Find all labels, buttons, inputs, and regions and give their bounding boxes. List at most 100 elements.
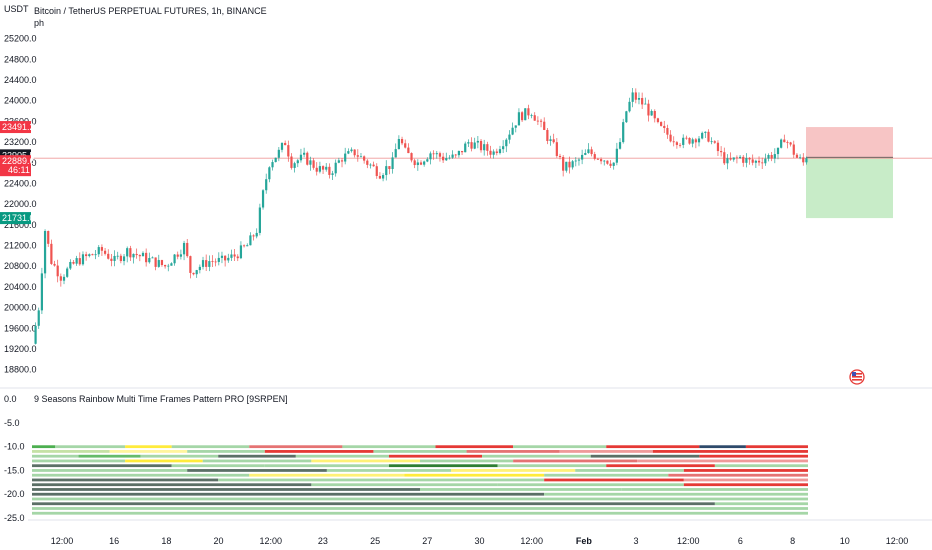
candle-body	[47, 230, 50, 244]
candle-body	[407, 147, 410, 154]
candle-body	[625, 111, 628, 123]
candle-body	[192, 272, 195, 275]
candle-body	[359, 156, 363, 158]
candle-body	[344, 153, 347, 162]
candle-body	[498, 149, 502, 154]
candle-body	[107, 253, 110, 259]
candle-body	[198, 266, 201, 271]
candle-body	[397, 139, 400, 150]
candle-body	[340, 160, 344, 162]
candle-body	[91, 254, 94, 256]
candle-body	[603, 160, 606, 162]
position-tool[interactable]	[32, 127, 932, 219]
candle-body	[328, 166, 331, 175]
price-tick-label: 18800.0	[4, 365, 37, 375]
candle-body	[404, 143, 407, 148]
target-price-tag: 21731.0	[2, 213, 35, 223]
candle-body	[701, 132, 704, 139]
candle-body	[789, 142, 792, 145]
candle-body	[675, 142, 678, 145]
candle-body	[378, 175, 382, 179]
candle-body	[622, 122, 625, 143]
oscillator-axis[interactable]: 0.0 -5.0 -10.0 -15.0 -20.0 -25.0	[4, 394, 25, 523]
stop-loss-zone[interactable]	[806, 127, 893, 158]
heatmap-segment	[32, 459, 126, 463]
heatmap-segment	[683, 469, 808, 472]
candle-body	[69, 261, 72, 269]
heatmap-segment	[249, 473, 405, 477]
candle-body	[476, 140, 479, 143]
candle-body	[88, 254, 91, 257]
heatmap-segment	[311, 459, 420, 463]
heatmap-segment	[513, 445, 607, 449]
heatmap-segment	[32, 483, 312, 487]
candle-body	[416, 162, 419, 166]
candle-body	[280, 142, 284, 150]
candle-body	[400, 139, 404, 144]
candle-body	[457, 150, 461, 156]
candle-body	[729, 158, 732, 160]
candle-body	[334, 162, 337, 174]
heatmap-segment	[202, 459, 312, 463]
candle-body	[224, 255, 227, 261]
time-tick-label: 6	[738, 536, 743, 546]
candle-body	[85, 254, 88, 257]
candle-body	[795, 154, 799, 158]
us-flag-icon[interactable]	[849, 369, 865, 385]
candle-body	[274, 157, 277, 163]
candle-body	[628, 101, 631, 112]
candle-body	[132, 253, 135, 258]
candle-body	[767, 155, 770, 159]
heatmap-segment	[171, 445, 250, 449]
price-tick-label: 21600.0	[4, 220, 37, 230]
candle-body	[126, 248, 129, 257]
stop-price-tag: 23491.2	[2, 122, 35, 132]
time-tick-label: 3	[634, 536, 639, 546]
candle-body	[618, 142, 622, 149]
candle-body	[110, 258, 113, 261]
time-tick-label: 12:00	[886, 536, 909, 546]
candle-body	[555, 142, 558, 156]
price-axis-unit: USDT	[4, 4, 29, 14]
candle-body	[154, 257, 157, 267]
price-axis[interactable]: 25200.024800.024400.024000.023600.023200…	[4, 34, 37, 375]
candle-body	[751, 159, 754, 163]
candle-body	[113, 255, 116, 261]
take-profit-zone[interactable]	[806, 157, 893, 219]
candles	[34, 88, 808, 345]
candle-body	[546, 129, 549, 141]
candle-body	[287, 145, 290, 157]
oscillator-tick-label: -25.0	[4, 513, 25, 523]
candle-body	[520, 112, 524, 121]
candle-body	[239, 245, 243, 259]
candle-body	[773, 154, 776, 159]
candle-body	[656, 118, 660, 123]
heatmap-segment	[482, 454, 591, 458]
candle-body	[429, 153, 432, 160]
candle-body	[182, 242, 186, 255]
candle-body	[732, 157, 735, 160]
candle-body	[483, 144, 486, 151]
time-axis[interactable]: 12:00 16 18 20 12:00 23 25 27 30 12:00 Feb 3 12:00 6 8…	[51, 536, 909, 546]
candle-body	[268, 167, 271, 180]
heatmap-segment	[590, 454, 700, 458]
candle-body	[454, 154, 457, 156]
candle-body	[426, 159, 429, 162]
candle-body	[502, 146, 505, 150]
heatmap-segment	[420, 488, 622, 491]
candle-body	[754, 160, 757, 163]
heatmap-segment	[544, 473, 669, 477]
time-tick-label: 25	[370, 536, 380, 546]
heatmap-segment	[388, 464, 498, 468]
candle-body	[464, 143, 467, 153]
candle-body	[682, 137, 685, 145]
candle-body	[473, 142, 476, 149]
candle-body	[685, 137, 688, 139]
candle-body	[43, 230, 47, 274]
candle-body	[170, 263, 173, 266]
candle-body	[637, 98, 641, 100]
candle-body	[385, 166, 388, 176]
candle-body	[179, 254, 183, 257]
candle-body	[669, 134, 672, 142]
